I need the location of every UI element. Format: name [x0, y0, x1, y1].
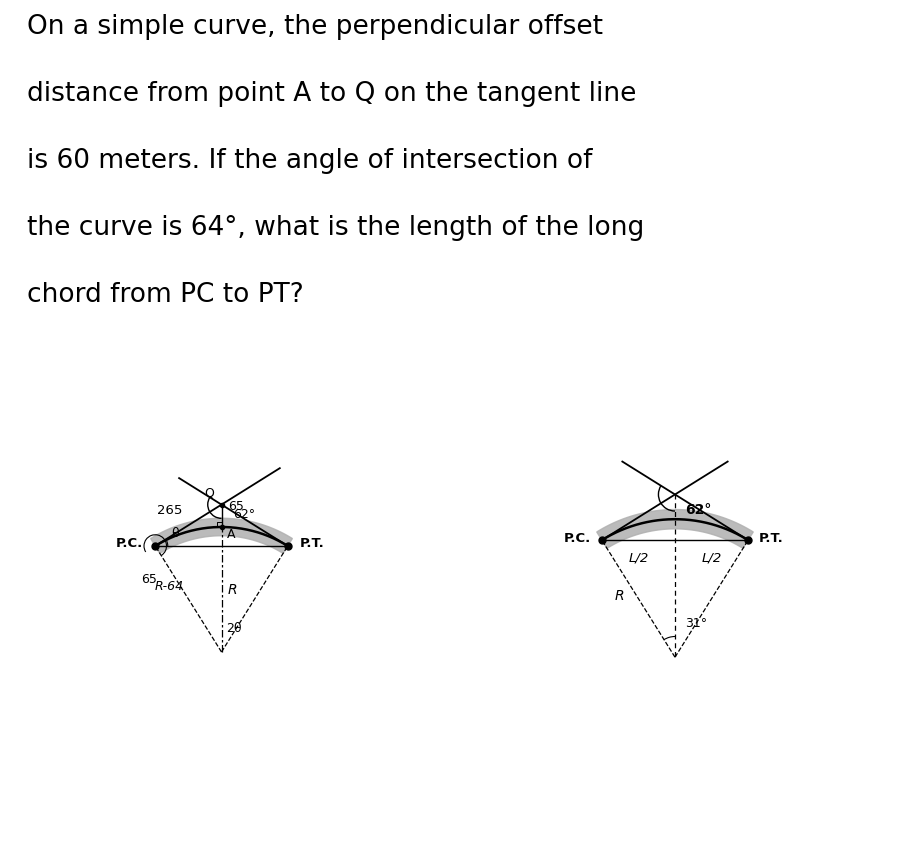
- Text: distance from point A to Q on the tangent line: distance from point A to Q on the tangen…: [27, 82, 636, 108]
- Text: On a simple curve, the perpendicular offset: On a simple curve, the perpendicular off…: [27, 15, 603, 40]
- Text: A: A: [227, 528, 235, 541]
- Text: P.C.: P.C.: [563, 532, 590, 545]
- Text: Q: Q: [204, 487, 214, 500]
- Text: θ: θ: [172, 526, 179, 540]
- Polygon shape: [597, 509, 753, 549]
- Text: 65: 65: [141, 574, 157, 587]
- Text: R: R: [615, 589, 625, 603]
- Text: P.C.: P.C.: [115, 537, 143, 550]
- Text: P.T.: P.T.: [301, 537, 325, 550]
- Text: 62°: 62°: [685, 503, 711, 517]
- Text: P.T.: P.T.: [760, 532, 784, 545]
- Text: is 60 meters. If the angle of intersection of: is 60 meters. If the angle of intersecti…: [27, 148, 592, 174]
- Text: 65: 65: [228, 501, 244, 513]
- Text: 62°: 62°: [233, 508, 255, 521]
- Text: R: R: [228, 582, 238, 597]
- Text: L/2: L/2: [628, 551, 649, 564]
- Text: 2θ: 2θ: [227, 622, 242, 635]
- Text: 265: 265: [157, 504, 182, 517]
- Text: the curve is 64°, what is the length of the long: the curve is 64°, what is the length of …: [27, 215, 644, 241]
- Text: L/2: L/2: [701, 551, 722, 564]
- Text: R-64: R-64: [155, 580, 184, 593]
- Text: 31°: 31°: [685, 617, 706, 630]
- Text: chord from PC to PT?: chord from PC to PT?: [27, 282, 304, 308]
- Polygon shape: [150, 519, 292, 554]
